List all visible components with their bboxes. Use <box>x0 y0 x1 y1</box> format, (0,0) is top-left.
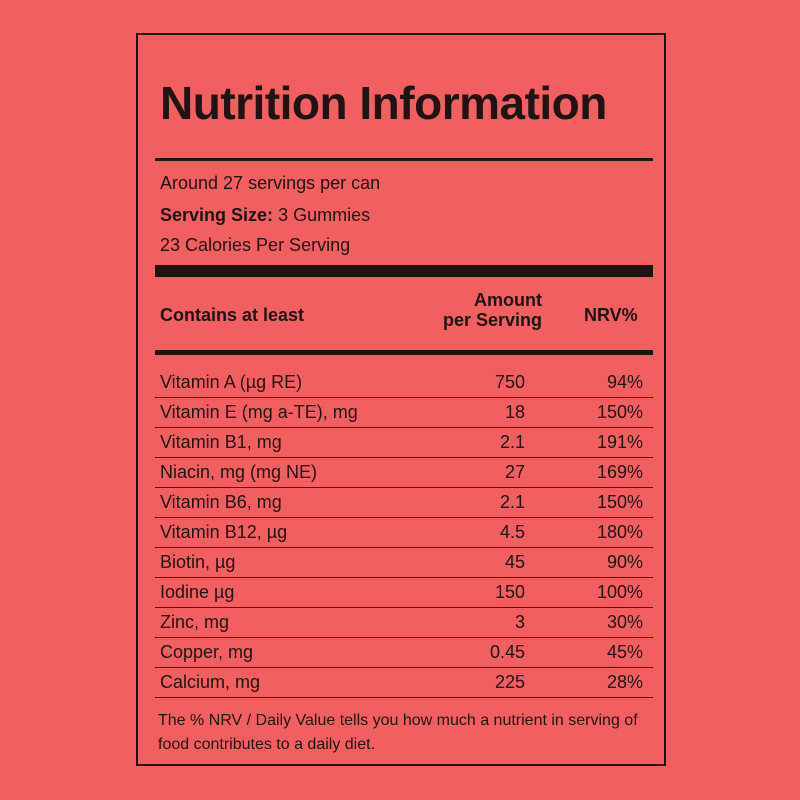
nutrient-nrv: 150% <box>596 492 643 512</box>
title-divider <box>155 158 653 161</box>
nutrition-panel: Nutrition Information Around 27 servings… <box>136 33 666 766</box>
nutrient-amount: 18 <box>504 402 525 422</box>
table-row: Iodine µg 150 100% <box>155 578 653 608</box>
header-nrv: NRV% <box>584 305 638 325</box>
nutrient-amount: 3 <box>514 612 525 632</box>
nutrient-amount: 45 <box>504 552 525 572</box>
table-row: Vitamin A (µg RE) 750 94% <box>155 368 653 398</box>
header-amount-line1: Amount <box>474 290 542 310</box>
nutrient-amount: 150 <box>494 582 525 602</box>
nutrient-name: Zinc, mg <box>160 612 230 632</box>
nutrient-amount: 2.1 <box>499 492 525 512</box>
nutrient-nrv: 30% <box>606 612 643 632</box>
footnote: The % NRV / Daily Value tells you how mu… <box>158 712 638 753</box>
table-row: Biotin, µg 45 90% <box>155 548 653 578</box>
table-row: Zinc, mg 3 30% <box>155 608 653 638</box>
nutrient-name: Vitamin E (mg a-TE), mg <box>160 402 358 422</box>
header-amount-line2: per Serving <box>442 310 542 330</box>
nutrient-amount: 4.5 <box>499 522 525 542</box>
table-row: Vitamin E (mg a-TE), mg 18 150% <box>155 398 653 428</box>
nutrient-name: Copper, mg <box>160 642 254 662</box>
calories-per-serving: 23 Calories Per Serving <box>160 235 351 255</box>
nutrient-amount: 27 <box>504 462 525 482</box>
serving-size-label: Serving Size: <box>160 205 274 225</box>
table-row: Vitamin B6, mg 2.1 150% <box>155 488 653 518</box>
nutrient-name: Vitamin B1, mg <box>160 432 282 452</box>
nutrient-amount: 750 <box>494 372 525 392</box>
table-row: Copper, mg 0.45 45% <box>155 638 653 668</box>
nutrient-name: Vitamin A (µg RE) <box>160 372 303 392</box>
nutrient-table: Vitamin A (µg RE) 750 94% Vitamin E (mg a-… <box>155 368 653 698</box>
nutrient-nrv: 28% <box>606 672 643 692</box>
nutrient-amount: 225 <box>494 672 525 692</box>
nutrient-nrv: 90% <box>606 552 643 572</box>
thick-divider <box>155 265 653 277</box>
nutrient-nrv: 180% <box>596 522 643 542</box>
nutrient-nrv: 191% <box>596 432 643 452</box>
nutrient-name: Iodine µg <box>160 582 235 602</box>
table-row: Vitamin B12, µg 4.5 180% <box>155 518 653 548</box>
nutrient-name: Calcium, mg <box>160 672 261 692</box>
table-row: Vitamin B1, mg 2.1 191% <box>155 428 653 458</box>
nutrient-nrv: 169% <box>596 462 643 482</box>
nutrient-nrv: 150% <box>596 402 643 422</box>
nutrient-amount: 0.45 <box>489 642 525 662</box>
panel-title: Nutrition Information <box>160 77 607 129</box>
nutrient-name: Vitamin B12, µg <box>160 522 288 542</box>
header-contains: Contains at least <box>160 305 305 325</box>
table-row: Niacin, mg (mg NE) 27 169% <box>155 458 653 488</box>
header-amount: Amount per Serving <box>428 290 542 330</box>
servings-per-can: Around 27 servings per can <box>160 173 381 193</box>
nutrient-nrv: 94% <box>606 372 643 392</box>
nutrient-nrv: 45% <box>606 642 643 662</box>
nutrient-amount: 2.1 <box>499 432 525 452</box>
header-divider <box>155 350 653 355</box>
table-row: Calcium, mg 225 28% <box>155 668 653 698</box>
nutrient-name: Vitamin B6, mg <box>160 492 282 512</box>
nutrient-name: Niacin, mg (mg NE) <box>160 462 318 482</box>
nutrient-nrv: 100% <box>596 582 643 602</box>
serving-size: Serving Size: 3 Gummies <box>160 203 370 227</box>
serving-size-value: 3 Gummies <box>278 205 371 225</box>
nutrient-name: Biotin, µg <box>160 552 236 572</box>
